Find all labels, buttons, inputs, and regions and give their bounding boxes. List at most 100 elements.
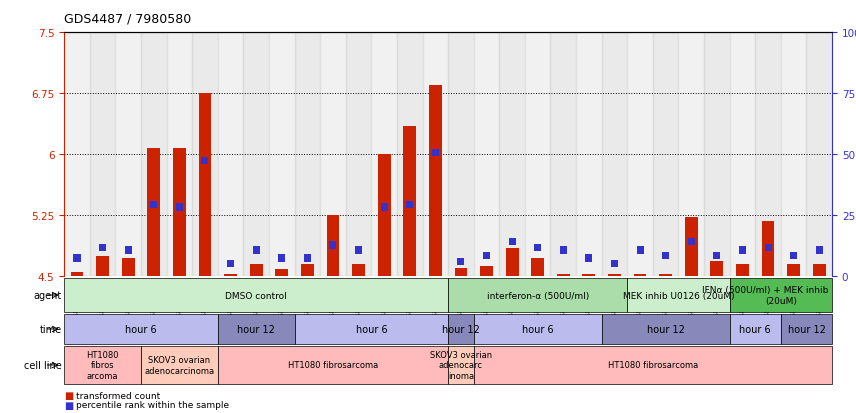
Bar <box>788 264 800 276</box>
Bar <box>534 244 541 252</box>
Bar <box>173 148 186 276</box>
Bar <box>355 247 362 254</box>
Bar <box>64 346 141 384</box>
Bar <box>483 252 490 260</box>
Bar <box>781 33 806 276</box>
Text: GDS4487 / 7980580: GDS4487 / 7980580 <box>64 12 192 25</box>
Bar <box>755 33 781 276</box>
Bar <box>70 272 83 276</box>
Bar <box>736 264 749 276</box>
Text: percentile rank within the sample: percentile rank within the sample <box>76 400 229 409</box>
Bar <box>122 259 134 276</box>
Bar <box>506 248 519 276</box>
Bar <box>525 33 550 276</box>
Bar <box>227 261 234 268</box>
Bar <box>713 252 721 260</box>
Bar <box>611 261 618 268</box>
Bar <box>224 275 237 276</box>
Bar <box>586 255 592 262</box>
Bar <box>813 264 826 276</box>
Bar <box>423 33 448 276</box>
Bar <box>806 33 832 276</box>
Bar <box>243 33 269 276</box>
Bar <box>99 244 106 252</box>
Bar <box>790 252 797 260</box>
Text: hour 6: hour 6 <box>522 324 554 334</box>
Text: time: time <box>39 324 62 334</box>
Bar <box>372 33 397 276</box>
Bar <box>663 252 669 260</box>
Bar <box>764 244 771 252</box>
Bar <box>710 262 723 276</box>
Bar <box>192 33 217 276</box>
Bar <box>659 275 672 276</box>
Bar <box>278 255 285 262</box>
Bar <box>116 33 141 276</box>
Bar <box>739 247 746 254</box>
Text: hour 12: hour 12 <box>237 324 275 334</box>
Bar <box>627 33 653 276</box>
Text: ■: ■ <box>64 390 74 400</box>
Bar <box>320 33 346 276</box>
Bar <box>448 278 627 312</box>
Bar <box>326 216 339 276</box>
Bar <box>217 314 294 344</box>
Text: ■: ■ <box>64 400 74 410</box>
Bar <box>253 247 259 254</box>
Text: agent: agent <box>33 290 62 300</box>
Bar <box>704 33 729 276</box>
Text: MEK inhib U0126 (20uM): MEK inhib U0126 (20uM) <box>622 291 734 300</box>
Text: HT1080
fibros
arcoma: HT1080 fibros arcoma <box>86 350 119 380</box>
Bar <box>627 278 729 312</box>
Bar <box>64 314 217 344</box>
Text: SKOV3 ovarian
adenocarc
inoma: SKOV3 ovarian adenocarc inoma <box>430 350 492 380</box>
Bar <box>473 314 602 344</box>
Bar <box>403 126 416 276</box>
Bar <box>269 33 294 276</box>
Bar <box>397 33 423 276</box>
Bar <box>448 314 473 344</box>
Text: IFNα (500U/ml) + MEK inhib U0126
(20uM): IFNα (500U/ml) + MEK inhib U0126 (20uM) <box>702 286 856 305</box>
Bar <box>729 278 832 312</box>
Bar <box>455 268 467 276</box>
Bar <box>407 201 413 209</box>
Bar <box>294 33 320 276</box>
Bar <box>687 239 695 246</box>
Bar <box>217 346 449 384</box>
Bar <box>637 247 644 254</box>
Bar <box>608 275 621 276</box>
Bar <box>294 314 449 344</box>
Bar <box>141 33 167 276</box>
Bar <box>448 33 473 276</box>
Text: hour 12: hour 12 <box>647 324 685 334</box>
Text: hour 6: hour 6 <box>125 324 157 334</box>
Text: cell line: cell line <box>24 360 62 370</box>
Bar <box>781 314 832 344</box>
Bar <box>633 275 646 276</box>
Bar <box>508 239 515 246</box>
Bar <box>147 148 160 276</box>
Bar <box>151 201 158 209</box>
Bar <box>167 33 192 276</box>
Bar <box>560 247 567 254</box>
Bar <box>532 259 544 276</box>
Bar <box>679 33 704 276</box>
Bar <box>473 33 499 276</box>
Bar <box>473 346 832 384</box>
Bar <box>457 258 465 265</box>
Text: transformed count: transformed count <box>76 391 160 400</box>
Text: hour 12: hour 12 <box>442 324 480 334</box>
Bar <box>201 157 209 165</box>
Bar <box>199 94 211 276</box>
Bar <box>729 314 781 344</box>
Text: hour 12: hour 12 <box>788 324 825 334</box>
Bar <box>346 33 372 276</box>
Text: SKOV3 ovarian
adenocarcinoma: SKOV3 ovarian adenocarcinoma <box>145 356 215 375</box>
Text: DMSO control: DMSO control <box>225 291 287 300</box>
Bar <box>685 218 698 276</box>
Bar <box>480 266 493 276</box>
Bar <box>762 221 775 276</box>
Bar <box>816 247 823 254</box>
Bar <box>352 264 365 276</box>
Bar <box>141 346 217 384</box>
